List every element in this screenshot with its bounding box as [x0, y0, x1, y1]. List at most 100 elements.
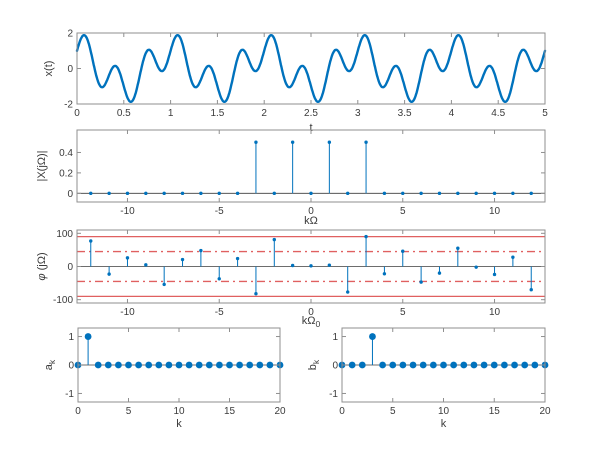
x-tick-label: 5	[542, 108, 548, 119]
y-axis-label: bk	[307, 359, 321, 370]
stem-marker	[104, 361, 112, 369]
x-tick-label: -5	[215, 307, 224, 318]
y-tick-label: 0	[332, 361, 338, 372]
stem-marker	[379, 361, 386, 369]
stem-marker	[107, 191, 111, 196]
stem-marker	[511, 361, 518, 369]
stem-marker	[199, 248, 203, 253]
stem-marker	[419, 280, 423, 284]
stem-marker	[364, 234, 368, 239]
x-axis-label: kΩ0	[302, 315, 321, 329]
stem-marker	[437, 191, 442, 196]
stem-marker	[165, 361, 173, 369]
stem-marker	[155, 361, 163, 369]
plot-box	[76, 32, 546, 105]
stem-marker	[521, 361, 529, 369]
stem-marker	[492, 191, 497, 196]
y-tick-label: 0.4	[59, 148, 73, 159]
x-tick-label: 20	[274, 406, 286, 417]
x-tick-label: 0	[308, 307, 314, 318]
x-tick-label: -10	[120, 307, 135, 318]
stem-marker	[199, 191, 203, 196]
stem-marker	[492, 272, 497, 277]
x-axis-label: k	[441, 418, 447, 430]
x-axis-label: kΩ	[304, 215, 318, 227]
x-tick-label: 0	[75, 406, 81, 417]
stem-marker	[217, 277, 221, 281]
x-tick-label: 15	[489, 406, 501, 417]
stem-marker	[162, 191, 166, 196]
y-tick-label: 2	[67, 29, 73, 40]
x-tick-label: 5	[400, 206, 406, 217]
stem-marker	[175, 361, 183, 369]
stem-marker	[266, 361, 274, 369]
y-tick-label: 0.2	[59, 168, 73, 179]
stem-marker	[162, 282, 166, 287]
y-axis-label: x(t)	[43, 61, 55, 77]
x-tick-label: 2	[261, 108, 267, 119]
x-tick-label: 2.5	[304, 108, 318, 119]
stem-marker	[490, 361, 498, 369]
stem-marker	[205, 361, 213, 369]
stem-marker	[125, 361, 132, 369]
x-tick-label: 5	[390, 406, 396, 417]
x-tick-label: 10	[173, 406, 185, 417]
x-tick-label: 3.5	[398, 108, 412, 119]
stem-marker	[456, 246, 460, 250]
stem-marker	[389, 361, 397, 369]
y-axis-label: φ (jΩ)	[36, 252, 48, 280]
stem-marker	[327, 140, 332, 144]
y-tick-label: 1	[68, 332, 74, 343]
signal-curve	[75, 34, 547, 104]
stem-marker	[470, 361, 478, 369]
stem-marker	[89, 191, 93, 196]
stem-marker	[358, 361, 366, 369]
stem-marker	[440, 361, 447, 369]
x-tick-label: 10	[438, 406, 450, 417]
y-tick-label: -100	[53, 295, 73, 306]
stem-marker	[135, 361, 143, 369]
stem-marker	[254, 292, 258, 296]
x-tick-label: 0	[74, 108, 80, 119]
stem-marker	[450, 361, 458, 369]
stem-marker	[382, 191, 387, 196]
stem-marker	[94, 361, 102, 369]
x-tick-label: 0	[339, 406, 345, 417]
stem-marker	[529, 191, 533, 196]
stem-marker	[290, 140, 295, 144]
stem-marker	[254, 140, 258, 144]
x-tick-label: 0	[308, 206, 314, 217]
stem-marker	[529, 288, 533, 292]
stem-marker	[145, 361, 153, 369]
stem-marker	[511, 255, 515, 259]
stem-marker	[531, 361, 539, 369]
y-tick-label: -1	[329, 389, 338, 400]
stem-marker	[460, 361, 468, 369]
y-tick-label: 0	[67, 262, 73, 273]
stem-marker	[272, 237, 276, 242]
stem-marker	[115, 361, 122, 369]
x-tick-label: 20	[539, 406, 551, 417]
stem-marker	[369, 333, 376, 340]
y-tick-label: -1	[65, 389, 74, 400]
stem-marker	[125, 191, 130, 196]
stem-marker	[348, 361, 356, 369]
x-tick-label: 1.5	[210, 108, 224, 119]
y-tick-label: 0	[67, 64, 73, 75]
stem-marker	[419, 361, 427, 369]
x-tick-label: -10	[120, 206, 135, 217]
y-tick-label: 0	[67, 189, 73, 200]
stem-marker	[195, 361, 203, 369]
stem-marker	[511, 191, 515, 196]
x-tick-label: 4.5	[491, 108, 505, 119]
stem-marker	[256, 361, 264, 369]
stem-marker	[144, 263, 148, 267]
stem-marker	[216, 361, 223, 369]
stem-marker	[290, 263, 295, 268]
y-axis-label: ak	[43, 359, 57, 370]
subplot-mag: -10 -5 0 5 10 0 0.2 0.4 kΩ |X(jΩ)|	[36, 129, 546, 227]
x-tick-label: 15	[224, 406, 236, 417]
stem-marker	[474, 265, 478, 269]
